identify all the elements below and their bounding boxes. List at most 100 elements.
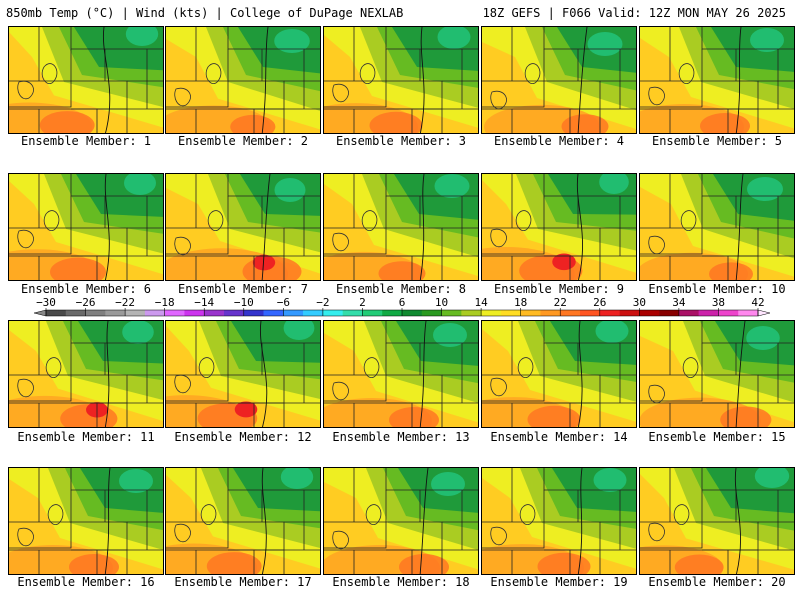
ensemble-member-label: Ensemble Member: 1 [20, 134, 152, 148]
colorbar-tick-label: −26 [76, 296, 96, 309]
ensemble-member-map [481, 320, 637, 428]
ensemble-member-map [639, 467, 795, 575]
colorbar-tick-label: 6 [399, 296, 406, 309]
temperature-field [324, 27, 478, 133]
colorbar-segment [184, 310, 205, 316]
temperature-field [166, 321, 320, 427]
colorbar-segment [224, 310, 245, 316]
colorbar-segment [382, 310, 403, 316]
colorbar-segment [46, 310, 67, 316]
ensemble-member-label: Ensemble Member: 9 [493, 282, 625, 296]
colorbar-segment [421, 310, 442, 316]
ensemble-member-map [323, 26, 479, 134]
temperature-field [640, 468, 794, 574]
colorbar-tick-label: 26 [593, 296, 606, 309]
colorbar-tick-label: −18 [155, 296, 175, 309]
colorbar-tick-label: 42 [751, 296, 764, 309]
ensemble-member-map [639, 173, 795, 281]
temperature-field [482, 174, 636, 280]
ensemble-member-map [8, 467, 164, 575]
colorbar-segment [599, 310, 620, 316]
colorbar-segment [283, 310, 304, 316]
colorbar-tick-label: −14 [194, 296, 214, 309]
colorbar-segment [500, 310, 521, 316]
colorbar-min-arrow [33, 309, 47, 317]
colorbar-tick-label: 2 [359, 296, 366, 309]
ensemble-member-map [165, 320, 321, 428]
header: 850mb Temp (°C) | Wind (kts) | College o… [0, 0, 800, 22]
colorbar-segment [144, 310, 165, 316]
colorbar-tick-label: −6 [277, 296, 290, 309]
colorbar-segment [461, 310, 482, 316]
colorbar-tick-label: −22 [115, 296, 135, 309]
ensemble-member-label: Ensemble Member: 8 [335, 282, 467, 296]
colorbar-segment [322, 310, 343, 316]
colorbar-segment [164, 310, 185, 316]
colorbar-segment [481, 310, 502, 316]
ensemble-member-map [165, 173, 321, 281]
valid-time: 18Z GEFS | F066 Valid: 12Z MON MAY 26 20… [482, 6, 786, 20]
ensemble-member-label: Ensemble Member: 5 [651, 134, 783, 148]
ensemble-member-label: Ensemble Member: 10 [648, 282, 786, 296]
ensemble-member-map [639, 26, 795, 134]
ensemble-member-label: Ensemble Member: 20 [648, 575, 786, 589]
temperature-field [640, 321, 794, 427]
temperature-field [9, 468, 163, 574]
colorbar-segment [303, 310, 324, 316]
colorbar-segment [639, 310, 660, 316]
ensemble-member-label: Ensemble Member: 2 [177, 134, 309, 148]
colorbar-segment [105, 310, 126, 316]
colorbar-segment [362, 310, 383, 316]
colorbar-segment [65, 310, 86, 316]
temperature-field [640, 27, 794, 133]
colorbar-tick-label: 34 [672, 296, 686, 309]
colorbar-tick-label: 18 [514, 296, 527, 309]
colorbar-segment [204, 310, 225, 316]
colorbar-segment [402, 310, 423, 316]
temperature-field [9, 174, 163, 280]
ensemble-member-label: Ensemble Member: 7 [177, 282, 309, 296]
colorbar-tick-label: 14 [474, 296, 488, 309]
colorbar-segment [243, 310, 264, 316]
colorbar-tick-label: −2 [316, 296, 329, 309]
temperature-field [482, 321, 636, 427]
colorbar-segment [540, 310, 561, 316]
ensemble-member-label: Ensemble Member: 3 [335, 134, 467, 148]
colorbar-segment [85, 310, 106, 316]
ensemble-member-map [323, 320, 479, 428]
colorbar-segment [263, 310, 284, 316]
ensemble-member-label: Ensemble Member: 15 [648, 430, 786, 444]
ensemble-member-map [8, 320, 164, 428]
ensemble-member-label: Ensemble Member: 17 [174, 575, 312, 589]
ensemble-member-map [8, 26, 164, 134]
ensemble-member-label: Ensemble Member: 19 [490, 575, 628, 589]
colorbar-segment [342, 310, 363, 316]
colorbar-tick-label: 10 [435, 296, 448, 309]
colorbar-segment [520, 310, 541, 316]
temperature-field [166, 27, 320, 133]
ensemble-member-map [165, 467, 321, 575]
temperature-field [324, 468, 478, 574]
temperature-field [640, 174, 794, 280]
colorbar-max-arrow [757, 309, 771, 317]
ensemble-member-map [8, 173, 164, 281]
temperature-field [9, 27, 163, 133]
colorbar-segment [678, 310, 699, 316]
ensemble-member-map [323, 173, 479, 281]
ensemble-member-map [481, 173, 637, 281]
colorbar-segment [619, 310, 640, 316]
temperature-colorbar: −30 −26 −22 −18 −14 −10 −6 −2 2 6 10 14 18 22 26 30 34 38… [30, 296, 774, 317]
colorbar-segment [659, 310, 680, 316]
ensemble-member-label: Ensemble Member: 12 [174, 430, 312, 444]
ensemble-member-map [323, 467, 479, 575]
product-title: 850mb Temp (°C) | Wind (kts) | College o… [6, 6, 404, 20]
colorbar-segment [738, 310, 759, 316]
ensemble-member-map [165, 26, 321, 134]
ensemble-member-label: Ensemble Member: 13 [332, 430, 470, 444]
colorbar-segment [698, 310, 719, 316]
colorbar-tick-label: 30 [633, 296, 646, 309]
colorbar-segment [580, 310, 601, 316]
colorbar-segment [718, 310, 739, 316]
colorbar-tick-label: 22 [554, 296, 567, 309]
ensemble-member-map [639, 320, 795, 428]
